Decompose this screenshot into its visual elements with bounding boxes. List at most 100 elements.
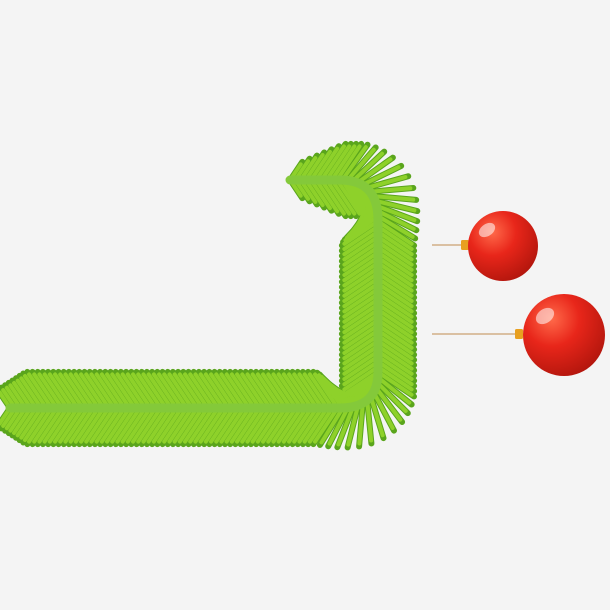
pine-needle — [297, 406, 324, 444]
pine-needle — [198, 406, 226, 444]
pine-needle — [376, 271, 414, 298]
pine-garland — [0, 140, 421, 451]
pine-needle — [115, 406, 142, 444]
pine-needle — [188, 406, 215, 444]
pine-needle — [373, 198, 417, 213]
pine-needle — [342, 297, 380, 324]
pine-needle — [151, 406, 179, 444]
pine-needle — [58, 372, 85, 410]
pine-needle — [214, 372, 241, 410]
pine-needle — [276, 372, 304, 410]
pine-needle — [342, 318, 380, 345]
pine-needle — [214, 406, 241, 444]
pine-needle — [334, 144, 362, 182]
ornament-1 — [432, 211, 538, 281]
pine-needle — [172, 372, 200, 410]
pine-needle — [376, 323, 414, 350]
pine-needle — [329, 178, 357, 216]
pine-needle — [94, 372, 122, 410]
pine-needle — [329, 144, 357, 182]
pine-needle — [376, 245, 414, 272]
pine-needle — [342, 229, 380, 257]
pine-needle — [342, 286, 380, 314]
pine-needle — [19, 406, 44, 440]
pine-needle — [376, 349, 414, 376]
pine-needle — [376, 229, 414, 257]
pine-needle — [376, 364, 414, 392]
pine-needle — [368, 186, 413, 194]
pine-needle — [27, 406, 54, 444]
pine-needle — [319, 178, 346, 216]
pine-needle — [131, 372, 158, 410]
pine-needle — [287, 406, 314, 444]
pine-needle — [292, 406, 319, 444]
pine-needle — [73, 406, 101, 444]
pine-needle — [193, 406, 220, 444]
pine-needle — [375, 370, 414, 397]
pine-needle — [342, 266, 380, 293]
pine-needle — [250, 372, 278, 410]
pine-needle — [313, 406, 340, 444]
pine-needle — [376, 318, 414, 345]
pine-needle — [63, 372, 90, 410]
pine-needle — [235, 406, 262, 444]
pine-needle — [276, 406, 304, 444]
pine-needle — [376, 224, 414, 252]
pine-needle — [141, 406, 168, 444]
pine-needle — [324, 178, 352, 216]
ornament-ball — [468, 211, 538, 281]
pine-needle — [376, 292, 414, 319]
pine-needle — [342, 271, 380, 298]
pine-needle — [376, 250, 414, 278]
pine-needle — [105, 406, 132, 444]
pine-needle — [376, 338, 414, 366]
pine-needle — [334, 178, 362, 216]
pine-needle — [209, 372, 236, 410]
pine-needle — [365, 398, 374, 443]
pine-needle — [376, 266, 414, 293]
pine-needle — [375, 380, 408, 414]
pine-needle — [342, 292, 380, 319]
pine-needle — [376, 307, 414, 335]
pine-needle — [364, 175, 408, 191]
pine-needle — [125, 406, 153, 444]
pine-needle — [32, 406, 59, 444]
pine-needle — [308, 149, 332, 182]
pine-needle — [136, 372, 163, 410]
pine-needle — [131, 406, 158, 444]
pine-needle — [376, 255, 414, 283]
pine-needle — [203, 406, 231, 444]
pine-needle — [105, 372, 132, 410]
pine-needle — [120, 406, 148, 444]
pine-needle — [110, 372, 137, 410]
pine-needle — [198, 372, 226, 410]
pine-needle — [376, 234, 414, 262]
pine-needle — [342, 333, 380, 361]
pine-needle — [22, 374, 49, 410]
pine-needle — [375, 375, 412, 405]
pine-needle — [47, 406, 75, 444]
pine-needle — [376, 219, 414, 246]
pine-needle — [245, 372, 272, 410]
pine-needle — [342, 260, 380, 288]
pine-needle — [167, 406, 194, 444]
pine-needle — [308, 178, 332, 211]
pine-needle — [235, 372, 262, 410]
pine-needle — [183, 406, 210, 444]
pine-needle — [313, 372, 340, 410]
pine-needle — [146, 372, 174, 410]
pine-needle — [373, 385, 403, 422]
pine-needle — [99, 372, 127, 410]
pine-needle — [376, 286, 414, 314]
pine-needle — [53, 406, 80, 444]
pine-needle — [79, 406, 106, 444]
pine-needle — [255, 372, 283, 410]
pine-needle — [368, 394, 385, 438]
pine-needle — [240, 406, 267, 444]
pine-needle — [342, 302, 380, 330]
ornament-ball — [523, 294, 605, 376]
pine-needle — [342, 349, 380, 376]
pine-needle — [342, 307, 380, 335]
